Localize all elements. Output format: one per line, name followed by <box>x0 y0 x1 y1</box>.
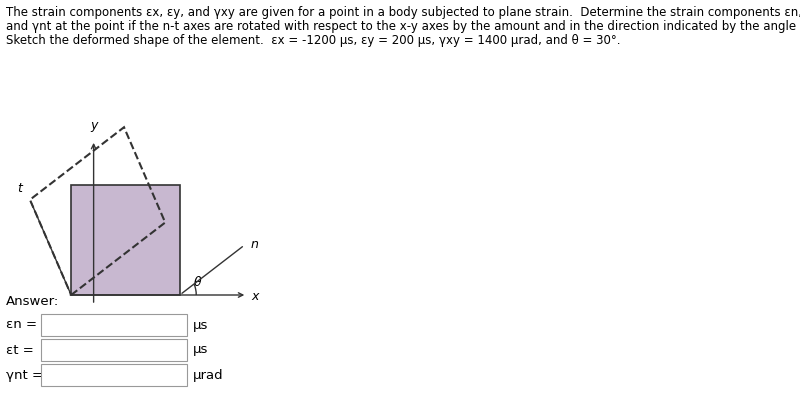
Text: εt =: εt = <box>6 343 34 357</box>
Text: Sketch the deformed shape of the element.  εx = -1200 μs, εy = 200 μs, γxy = 140: Sketch the deformed shape of the element… <box>6 34 621 47</box>
Text: n: n <box>250 238 258 252</box>
FancyBboxPatch shape <box>41 314 187 336</box>
Polygon shape <box>71 185 180 295</box>
Text: γnt =: γnt = <box>6 369 43 382</box>
Text: The strain components εx, εy, and γxy are given for a point in a body subjected : The strain components εx, εy, and γxy ar… <box>6 6 800 19</box>
Text: εn =: εn = <box>6 318 37 332</box>
FancyBboxPatch shape <box>41 364 187 386</box>
Text: y: y <box>90 119 98 132</box>
Text: μs: μs <box>194 318 209 332</box>
Text: x: x <box>251 291 258 304</box>
Text: and γnt at the point if the n-t axes are rotated with respect to the x-y axes by: and γnt at the point if the n-t axes are… <box>6 20 800 33</box>
Text: t: t <box>18 182 22 195</box>
Text: μs: μs <box>194 343 209 357</box>
Text: θ: θ <box>194 276 202 289</box>
Text: Answer:: Answer: <box>6 295 59 308</box>
FancyBboxPatch shape <box>41 339 187 361</box>
Text: μrad: μrad <box>194 369 224 382</box>
